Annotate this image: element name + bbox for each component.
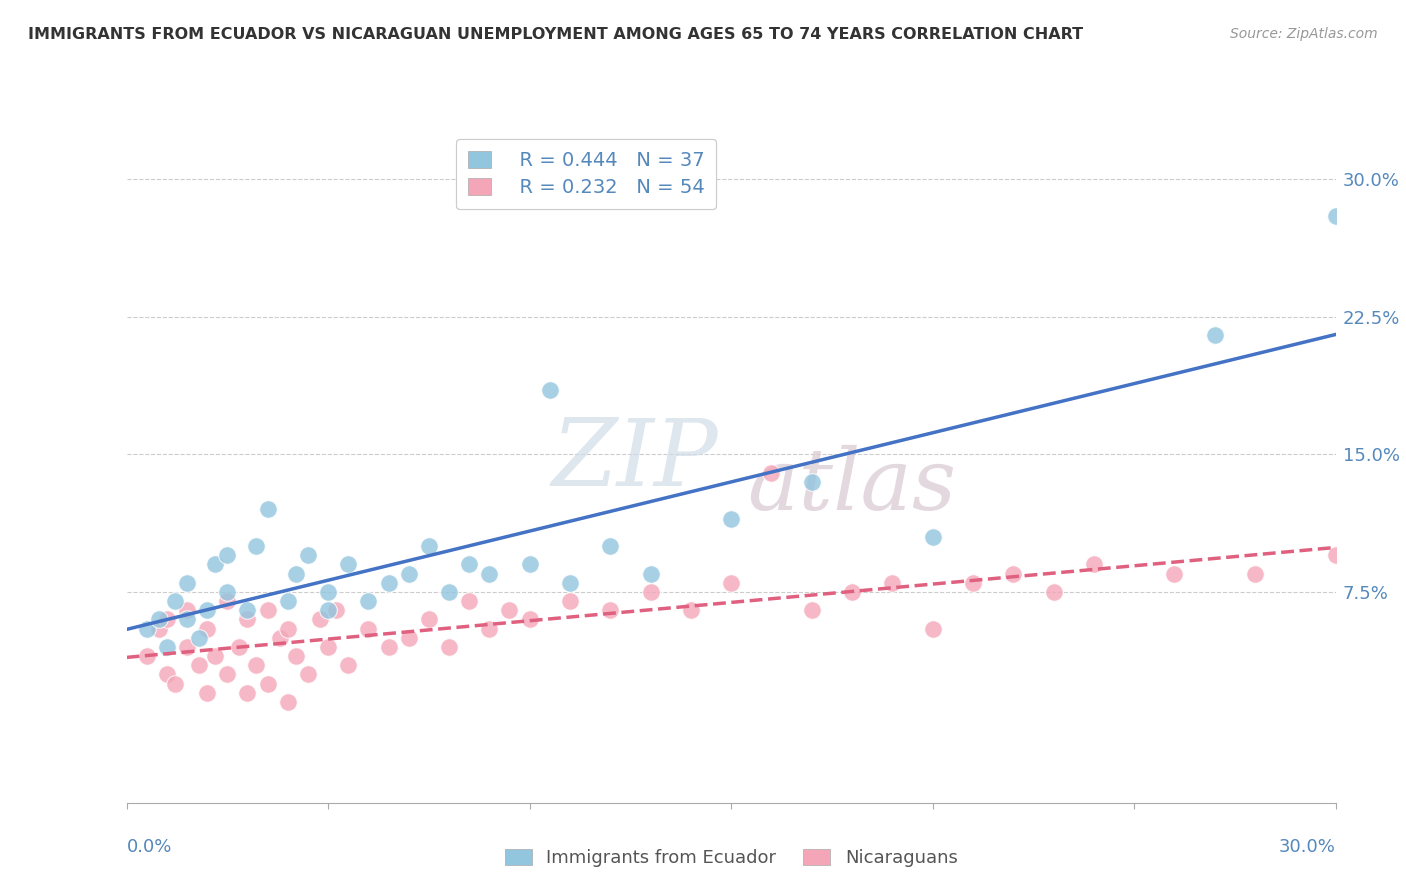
Point bbox=[519, 558, 541, 572]
Legend:   R = 0.444   N = 37,   R = 0.232   N = 54: R = 0.444 N = 37, R = 0.232 N = 54 bbox=[456, 139, 716, 209]
Point bbox=[337, 658, 360, 673]
Point bbox=[1324, 209, 1347, 223]
Point bbox=[204, 558, 226, 572]
Point bbox=[156, 640, 179, 654]
Point bbox=[437, 640, 460, 654]
Point bbox=[599, 539, 621, 553]
Point bbox=[217, 667, 239, 681]
Point bbox=[163, 594, 186, 608]
Point bbox=[256, 603, 278, 617]
Point bbox=[188, 658, 211, 673]
Point bbox=[163, 676, 186, 690]
Text: atlas: atlas bbox=[748, 444, 956, 527]
Point bbox=[148, 612, 170, 626]
Point bbox=[558, 594, 581, 608]
Point bbox=[921, 530, 943, 544]
Point bbox=[1002, 566, 1025, 581]
Point bbox=[256, 502, 278, 516]
Text: ZIP: ZIP bbox=[551, 415, 717, 505]
Point bbox=[519, 612, 541, 626]
Text: Source: ZipAtlas.com: Source: ZipAtlas.com bbox=[1230, 27, 1378, 41]
Point bbox=[841, 585, 863, 599]
Point bbox=[761, 466, 783, 480]
Point bbox=[277, 695, 299, 709]
Point bbox=[135, 649, 157, 664]
Point bbox=[148, 622, 170, 636]
Point bbox=[921, 622, 943, 636]
Point bbox=[176, 640, 198, 654]
Point bbox=[236, 612, 259, 626]
Point bbox=[217, 594, 239, 608]
Point bbox=[236, 603, 259, 617]
Point bbox=[458, 594, 481, 608]
Point bbox=[398, 566, 420, 581]
Point bbox=[325, 603, 347, 617]
Point bbox=[720, 511, 742, 525]
Point bbox=[188, 631, 211, 645]
Point bbox=[277, 622, 299, 636]
Point bbox=[284, 649, 307, 664]
Point bbox=[478, 622, 501, 636]
Point bbox=[418, 539, 440, 553]
Point bbox=[398, 631, 420, 645]
Legend: Immigrants from Ecuador, Nicaraguans: Immigrants from Ecuador, Nicaraguans bbox=[498, 841, 965, 874]
Point bbox=[1083, 558, 1105, 572]
Point bbox=[236, 686, 259, 700]
Point bbox=[720, 575, 742, 590]
Point bbox=[1324, 548, 1347, 563]
Point bbox=[176, 603, 198, 617]
Point bbox=[882, 575, 904, 590]
Point bbox=[277, 594, 299, 608]
Point bbox=[1204, 328, 1226, 343]
Point bbox=[640, 566, 662, 581]
Point bbox=[228, 640, 250, 654]
Point bbox=[135, 622, 157, 636]
Point bbox=[640, 585, 662, 599]
Point bbox=[1042, 585, 1064, 599]
Point bbox=[176, 575, 198, 590]
Point bbox=[437, 585, 460, 599]
Point bbox=[316, 603, 339, 617]
Point bbox=[217, 585, 239, 599]
Point bbox=[156, 612, 179, 626]
Point bbox=[458, 558, 481, 572]
Point bbox=[195, 603, 218, 617]
Text: 30.0%: 30.0% bbox=[1279, 838, 1336, 856]
Point bbox=[297, 548, 319, 563]
Point bbox=[538, 384, 561, 398]
Point bbox=[195, 686, 218, 700]
Point bbox=[1163, 566, 1185, 581]
Point bbox=[195, 622, 218, 636]
Point bbox=[297, 667, 319, 681]
Text: 0.0%: 0.0% bbox=[127, 838, 172, 856]
Point bbox=[599, 603, 621, 617]
Point bbox=[337, 558, 360, 572]
Point bbox=[156, 667, 179, 681]
Point bbox=[357, 594, 380, 608]
Point bbox=[269, 631, 291, 645]
Point bbox=[176, 612, 198, 626]
Point bbox=[800, 475, 823, 489]
Point bbox=[217, 548, 239, 563]
Point bbox=[316, 640, 339, 654]
Point bbox=[256, 676, 278, 690]
Point bbox=[245, 658, 267, 673]
Point bbox=[478, 566, 501, 581]
Point bbox=[245, 539, 267, 553]
Point bbox=[800, 603, 823, 617]
Point bbox=[962, 575, 984, 590]
Point bbox=[284, 566, 307, 581]
Point bbox=[558, 575, 581, 590]
Point bbox=[316, 585, 339, 599]
Point bbox=[498, 603, 520, 617]
Text: IMMIGRANTS FROM ECUADOR VS NICARAGUAN UNEMPLOYMENT AMONG AGES 65 TO 74 YEARS COR: IMMIGRANTS FROM ECUADOR VS NICARAGUAN UN… bbox=[28, 27, 1083, 42]
Point bbox=[1244, 566, 1267, 581]
Point bbox=[679, 603, 702, 617]
Point bbox=[418, 612, 440, 626]
Point bbox=[377, 640, 399, 654]
Point bbox=[357, 622, 380, 636]
Point bbox=[204, 649, 226, 664]
Point bbox=[377, 575, 399, 590]
Point bbox=[309, 612, 332, 626]
